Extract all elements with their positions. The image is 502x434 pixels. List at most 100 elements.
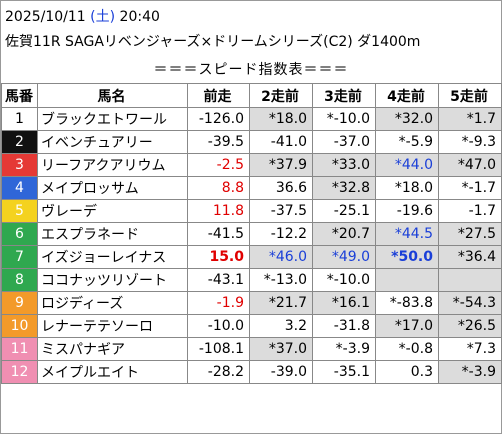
speed-index: *-54.3 — [438, 291, 502, 315]
speed-index: *44.5 — [375, 222, 439, 246]
speed-table: 馬番 馬名 前走 2走前 3走前 4走前 5走前 1 ブラックエトワール -126.0 *18.0… — [1, 83, 502, 384]
horse-number: 2 — [1, 130, 38, 154]
speed-index: *-3.9 — [438, 360, 502, 384]
speed-index: -28.2 — [187, 360, 250, 384]
speed-index: -41.0 — [249, 130, 313, 154]
speed-index: -37.0 — [312, 130, 376, 154]
speed-index: -39.0 — [249, 360, 313, 384]
time: 20:40 — [119, 9, 160, 25]
speed-index: *37.0 — [249, 337, 313, 361]
speed-index: *46.0 — [249, 245, 313, 269]
row: 11 ミスパナギア -108.1 *37.0 *-3.9 *-0.8 *7.3 — [1, 337, 502, 361]
horse-number: 8 — [1, 268, 38, 292]
subtitle: ＝＝＝スピード指数表＝＝＝ — [153, 62, 349, 78]
race-title: 佐賀11R SAGAリベンジャーズ×ドリームシリーズ(C2) ダ1400m — [5, 34, 421, 50]
speed-index: *17.0 — [375, 314, 439, 338]
horse-number: 6 — [1, 222, 38, 246]
speed-index: *-1.7 — [438, 176, 502, 200]
speed-index: *-0.8 — [375, 337, 439, 361]
row: 1 ブラックエトワール -126.0 *18.0 *-10.0 *32.0 *1.7 — [1, 107, 502, 131]
horse-name: イズジョーレイナス — [37, 245, 188, 269]
column-header: 5走前 — [438, 83, 502, 108]
speed-index — [375, 268, 439, 292]
horse-name: ココナッツリゾート — [37, 268, 188, 292]
row: 12 メイプルエイト -28.2 -39.0 -35.1 0.3 *-3.9 — [1, 360, 502, 384]
speed-index — [438, 268, 502, 292]
speed-index: *26.5 — [438, 314, 502, 338]
speed-index: 8.8 — [187, 176, 250, 200]
speed-index: *37.9 — [249, 153, 313, 177]
horse-name: ロジディーズ — [37, 291, 188, 315]
column-header: 馬名 — [37, 83, 188, 108]
speed-index: *18.0 — [249, 107, 313, 131]
speed-index: *-9.3 — [438, 130, 502, 154]
speed-index: 15.0 — [187, 245, 250, 269]
speed-index: *-10.0 — [312, 107, 376, 131]
column-header: 馬番 — [1, 83, 38, 108]
horse-name: リーフアクアリウム — [37, 153, 188, 177]
speed-index: *44.0 — [375, 153, 439, 177]
speed-index: -108.1 — [187, 337, 250, 361]
horse-name: メイプルエイト — [37, 360, 188, 384]
speed-index: -19.6 — [375, 199, 439, 223]
horse-number: 1 — [1, 107, 38, 131]
speed-index: *21.7 — [249, 291, 313, 315]
horse-number: 9 — [1, 291, 38, 315]
column-header: 2走前 — [249, 83, 313, 108]
date-line: 2025/10/11 (土) 20:40 — [5, 6, 160, 26]
header-row: 馬番 馬名 前走 2走前 3走前 4走前 5走前 — [1, 83, 502, 108]
speed-index: *-13.0 — [249, 268, 313, 292]
speed-index: *47.0 — [438, 153, 502, 177]
speed-index: -41.5 — [187, 222, 250, 246]
row: 10 レナーテテソーロ -10.0 3.2 -31.8 *17.0 *26.5 — [1, 314, 502, 338]
horse-number: 7 — [1, 245, 38, 269]
speed-index: -37.5 — [249, 199, 313, 223]
horse-number: 10 — [1, 314, 38, 338]
horse-name: ミスパナギア — [37, 337, 188, 361]
row: 2 イベンチュアリー -39.5 -41.0 -37.0 *-5.9 *-9.3 — [1, 130, 502, 154]
speed-index: -35.1 — [312, 360, 376, 384]
speed-index: *20.7 — [312, 222, 376, 246]
date: 2025/10/11 — [5, 9, 86, 25]
speed-index: -126.0 — [187, 107, 250, 131]
speed-index: -12.2 — [249, 222, 313, 246]
speed-index: *32.0 — [375, 107, 439, 131]
horse-number: 12 — [1, 360, 38, 384]
speed-index: *18.0 — [375, 176, 439, 200]
row: 7 イズジョーレイナス 15.0 *46.0 *49.0 *50.0 *36.4 — [1, 245, 502, 269]
speed-index: *16.1 — [312, 291, 376, 315]
row: 5 ヴレーデ 11.8 -37.5 -25.1 -19.6 -1.7 — [1, 199, 502, 223]
speed-index: 0.3 — [375, 360, 439, 384]
horse-number: 5 — [1, 199, 38, 223]
column-header: 4走前 — [375, 83, 439, 108]
speed-index: *7.3 — [438, 337, 502, 361]
speed-index: *1.7 — [438, 107, 502, 131]
column-header: 前走 — [187, 83, 250, 108]
horse-name: ブラックエトワール — [37, 107, 188, 131]
speed-index: -10.0 — [187, 314, 250, 338]
speed-index: *49.0 — [312, 245, 376, 269]
horse-number: 11 — [1, 337, 38, 361]
speed-index: *27.5 — [438, 222, 502, 246]
speed-index: -1.9 — [187, 291, 250, 315]
speed-index: *36.4 — [438, 245, 502, 269]
horse-name: エスプラネード — [37, 222, 188, 246]
horse-name: メイプロッサム — [37, 176, 188, 200]
speed-index: -2.5 — [187, 153, 250, 177]
speed-index: *-10.0 — [312, 268, 376, 292]
speed-index: *-3.9 — [312, 337, 376, 361]
speed-index: -39.5 — [187, 130, 250, 154]
speed-index: 3.2 — [249, 314, 313, 338]
weekday: (土) — [90, 9, 116, 25]
horse-name: イベンチュアリー — [37, 130, 188, 154]
speed-index: 11.8 — [187, 199, 250, 223]
horse-name: レナーテテソーロ — [37, 314, 188, 338]
speed-index: -43.1 — [187, 268, 250, 292]
speed-index: *-83.8 — [375, 291, 439, 315]
speed-index: -25.1 — [312, 199, 376, 223]
speed-index: *50.0 — [375, 245, 439, 269]
horse-number: 3 — [1, 153, 38, 177]
row: 9 ロジディーズ -1.9 *21.7 *16.1 *-83.8 *-54.3 — [1, 291, 502, 315]
speed-index: -31.8 — [312, 314, 376, 338]
